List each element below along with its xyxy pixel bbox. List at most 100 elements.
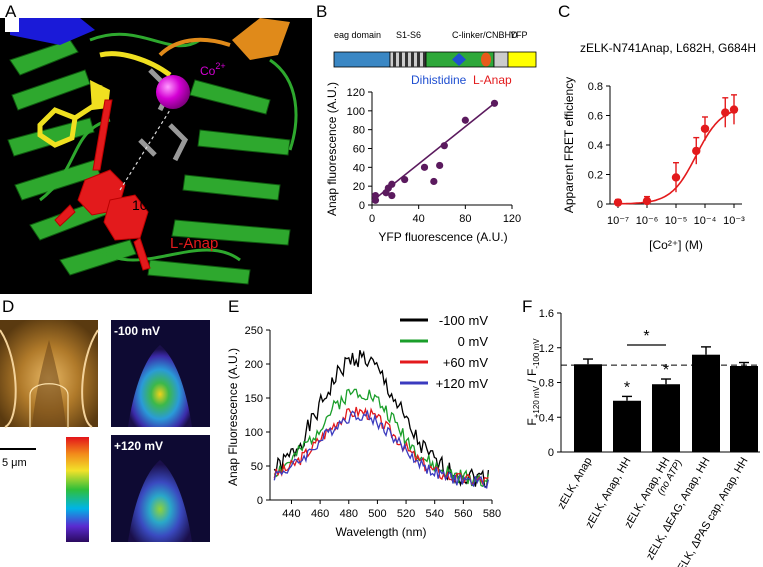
panel-label-a: A [5, 2, 17, 21]
f-y-tick-label: 0.4 [539, 412, 554, 424]
b-data-point [388, 180, 396, 188]
b-data-point [430, 177, 438, 186]
anap-label: L-Anap [170, 235, 218, 252]
b-y-tick-label: 20 [353, 181, 365, 193]
label-neg100mv: -100 mV [114, 324, 160, 338]
distance-label: 10.7 Å [132, 197, 173, 213]
f-bar [613, 400, 641, 452]
f-bar [730, 365, 758, 452]
c-y-tick-label: 0 [597, 199, 603, 211]
f-y-label: F+120 mV / F-100 mV [525, 338, 541, 426]
panel-label-f: F [522, 297, 532, 316]
c-x-tick-label: 10⁻⁶ [636, 215, 659, 227]
protein-loops [39, 32, 298, 262]
b-data-point [490, 99, 499, 107]
b-y-label: Anap fluorescence (A.U.) [325, 82, 339, 216]
domain-label-clinker: C-linker/CNBHD [452, 30, 518, 40]
panel-d: D -100 mV +120 mV 5 μm [0, 297, 210, 542]
scale-bar-label: 5 μm [2, 457, 27, 469]
e-legend-label: +60 mV [443, 355, 488, 370]
e-series-line [273, 388, 490, 488]
panel-c: C zELK-N741Anap, L682H, G684H [Co²⁺] (M)… [558, 2, 756, 252]
dihistidine-marker [452, 53, 466, 66]
orange-loop [158, 37, 231, 57]
c-x-tick-label: 10⁻⁵ [665, 215, 688, 227]
c-data-point [642, 196, 652, 206]
e-legend-label: -100 mV [439, 313, 488, 328]
colorbar [66, 437, 89, 542]
c-y-tick-label: 0.8 [588, 81, 603, 93]
c-data-point [729, 105, 739, 114]
e-y-tick-label: 250 [245, 325, 263, 337]
c-y-label: Apparent FRET efficiency [562, 77, 576, 213]
anap-marker [481, 52, 491, 67]
f-y-tick-label: 1.2 [539, 343, 554, 355]
e-x-label: Wavelength (nm) [336, 525, 427, 539]
e-y-tick-label: 50 [251, 461, 263, 473]
e-y-tick-label: 0 [257, 495, 263, 507]
yellow-loop [99, 51, 172, 78]
chart-c: [Co²⁺] (M) Apparent FRET efficiency 10⁻⁷… [562, 77, 745, 252]
panel-a-label-bg [5, 18, 19, 32]
e-y-label: Anap Fluorescence (A.U.) [226, 348, 240, 486]
e-x-tick-label: 480 [340, 508, 358, 520]
b-y-tick-label: 80 [353, 125, 365, 137]
blue-domain [10, 18, 95, 45]
f-category-label: zELK, ΔPAS cap, Anap, HH [673, 455, 751, 567]
panel-label-b: B [316, 2, 327, 21]
c-x-tick-label: 10⁻³ [723, 215, 745, 227]
e-x-tick-label: 500 [368, 508, 386, 520]
f-y-tick-label: 0 [548, 447, 554, 459]
legend-dihistidine: Dihistidine [411, 73, 467, 87]
b-data-point [461, 116, 469, 124]
b-y-tick-label: 100 [347, 106, 365, 118]
f-significance-star: * [624, 379, 630, 396]
c-x-tick-label: 10⁻⁷ [607, 215, 629, 227]
f-y-tick-label: 1.6 [539, 308, 554, 320]
e-y-tick-label: 100 [245, 427, 263, 439]
construct-diagram: eag domain S1-S6 C-linker/CNBHD YFP Dihi… [333, 30, 537, 87]
domain-label-s1s6: S1-S6 [396, 30, 421, 40]
b-y-tick-label: 120 [347, 87, 365, 99]
distance-line [119, 109, 171, 191]
f-category-label: zELK, Anap [555, 456, 594, 512]
f-significance-star: * [663, 362, 669, 379]
b-y-tick-label: 40 [353, 162, 365, 174]
panel-label-d: D [2, 297, 14, 316]
b-x-tick-label: 40 [413, 213, 425, 225]
c-x-label: [Co²⁺] (M) [649, 238, 703, 252]
f-y-tick-label: 0.8 [539, 378, 554, 390]
b-y-tick-label: 60 [353, 144, 365, 156]
e-legend-label: +120 mV [436, 376, 489, 391]
c-x-tick-label: 10⁻⁴ [694, 215, 717, 227]
domain-label-yfp: YFP [510, 30, 528, 40]
c-data-point [700, 124, 710, 133]
panel-b: B eag domain S1-S6 C-linker/CNBHD YFP Di… [316, 2, 537, 244]
linker-block [493, 51, 509, 68]
f-significance-star: * [643, 328, 649, 345]
label-pos120mv: +120 mV [114, 439, 163, 453]
f-bar [574, 364, 602, 452]
e-x-tick-label: 540 [426, 508, 444, 520]
panel-f: F F+120 mV / F-100 mV 0 0.4 0.8 1.2 1.6 zELK,… [522, 297, 760, 567]
cobalt-ion [156, 75, 190, 109]
b-x-label: YFP fluorescence (A.U.) [378, 230, 507, 244]
orange-domain [232, 18, 290, 60]
anap-molecule [54, 99, 151, 271]
c-y-tick-label: 0.2 [588, 170, 603, 182]
b-x-tick-label: 0 [369, 213, 375, 225]
c-data-point [692, 146, 701, 156]
b-x-tick-label: 120 [503, 213, 521, 225]
e-x-tick-label: 580 [483, 508, 501, 520]
b-data-point [420, 163, 429, 171]
e-x-tick-label: 440 [282, 508, 300, 520]
e-y-tick-label: 150 [245, 393, 263, 405]
legend-anap: L-Anap [473, 73, 512, 87]
b-data-point [440, 142, 448, 150]
e-legend-label: 0 mV [458, 334, 489, 349]
cell-fluorescence-pos120 [128, 460, 192, 542]
e-series-line [273, 409, 490, 489]
cell-fluorescence-neg100 [128, 345, 192, 427]
c-data-point [721, 108, 730, 117]
b-x-tick-label: 80 [459, 213, 471, 225]
